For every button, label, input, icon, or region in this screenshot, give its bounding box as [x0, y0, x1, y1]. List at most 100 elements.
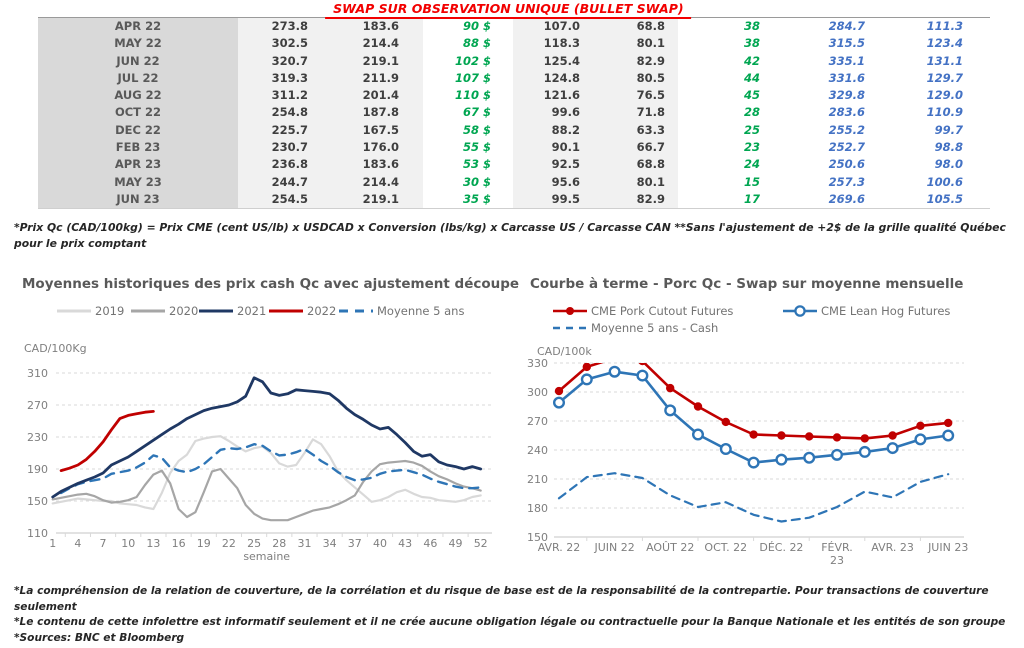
table-cell: 252.7 [828, 140, 865, 155]
table-cell: 66.7 [603, 139, 678, 157]
table-cell: 99.7 [934, 122, 963, 137]
svg-text:2022: 2022 [307, 304, 336, 318]
table-cell: 183.6 [333, 18, 423, 36]
table-cell: 82.9 [603, 52, 678, 70]
table-cell: 38 [743, 19, 760, 33]
table-cell: 269.6 [828, 191, 865, 206]
data-point-marker [721, 417, 730, 427]
table-row-month: DEC 22 [38, 121, 238, 140]
data-point-marker [580, 373, 593, 386]
svg-text:150: 150 [27, 495, 48, 508]
table-row-month: OCT 22 [38, 104, 238, 122]
table-cell: 219.1 [333, 52, 423, 70]
svg-text:Moyennes historiques des prix: Moyennes historiques des prix cash Qc av… [22, 276, 519, 292]
table-cell: 15 [743, 174, 760, 189]
table-cell: 214.4 [333, 35, 423, 53]
data-point-marker [749, 430, 758, 439]
table-cell: 99.6 [513, 104, 603, 122]
svg-text:7: 7 [100, 537, 107, 550]
data-point-marker [777, 431, 786, 440]
table-cell: 320.7 [238, 52, 333, 70]
legend-open-circle-marker [794, 305, 806, 317]
data-point-marker [666, 383, 675, 393]
table-cell: 118.3 [513, 35, 603, 53]
table-cell: 42 [743, 53, 760, 68]
svg-text:JUIN 22: JUIN 22 [593, 541, 634, 554]
table-row-month: MAY 23 [38, 173, 238, 191]
table-cell: 68.8 [603, 156, 678, 174]
table-cell: 273.8 [238, 18, 333, 36]
table-cell: 311.2 [238, 87, 333, 105]
table-cell: 28 [743, 105, 760, 120]
svg-text:31: 31 [297, 537, 311, 550]
svg-text:34: 34 [323, 537, 337, 550]
svg-text:Moyenne 5 ans: Moyenne 5 ans [377, 304, 464, 318]
table-cell: 211.9 [333, 69, 423, 88]
footnote-hedging: *La compréhension de la relation de couv… [14, 585, 989, 613]
svg-text:2020: 2020 [169, 304, 198, 318]
table-row-month: AUG 22 [38, 87, 238, 105]
table-cell: 76.5 [603, 87, 678, 105]
svg-text:CAD/100Kg: CAD/100Kg [24, 342, 87, 355]
svg-text:CME Lean Hog Futures: CME Lean Hog Futures [821, 304, 950, 318]
data-point-marker [858, 445, 871, 458]
table-cell: 254.8 [238, 104, 333, 122]
svg-text:43: 43 [398, 537, 412, 550]
series-2020-line [51, 459, 482, 522]
table-cell: 315.5 [828, 36, 865, 51]
table-cell: 111.3 [926, 19, 963, 33]
data-point-marker [888, 431, 897, 440]
svg-text:CAD/100k: CAD/100k [537, 345, 592, 358]
data-point-marker [554, 386, 564, 396]
table-row-month: MAY 22 [38, 35, 238, 53]
bottom-footnotes: *La compréhension de la relation de couv… [14, 584, 1024, 646]
svg-text:270: 270 [527, 415, 548, 428]
table-cell: 123.4 [926, 36, 963, 51]
table-cell: 250.6 [828, 157, 865, 172]
series-moyenne-5-ans-line [59, 442, 482, 495]
table-cell: 107.0 [513, 18, 603, 36]
svg-text:25: 25 [247, 537, 261, 550]
svg-text:DÉC. 22: DÉC. 22 [759, 541, 803, 554]
table-cell: 284.7 [828, 19, 865, 33]
series-2021-line [51, 376, 483, 499]
svg-text:2021: 2021 [237, 304, 266, 318]
svg-text:23: 23 [830, 554, 844, 567]
table-cell: 80.1 [603, 173, 678, 191]
data-point-marker [638, 363, 647, 366]
svg-text:CME Pork Cutout Futures: CME Pork Cutout Futures [591, 304, 733, 318]
svg-text:16: 16 [172, 537, 186, 550]
table-cell: 176.0 [333, 139, 423, 157]
table-cell: 201.4 [333, 87, 423, 105]
table-cell: 187.8 [333, 104, 423, 122]
data-point-marker [636, 369, 649, 382]
table-cell: 214.4 [333, 173, 423, 191]
table-cell: 236.8 [238, 156, 333, 174]
forward-curve-chart: Courbe à terme - Porc Qc - Swap sur moye… [527, 276, 968, 567]
table-cell: 35 $ [462, 191, 491, 206]
table-row-month: APR 23 [38, 156, 238, 174]
svg-text:270: 270 [27, 399, 48, 412]
svg-text:AVR. 23: AVR. 23 [871, 541, 914, 554]
table-cell: 302.5 [238, 35, 333, 53]
svg-text:13: 13 [146, 537, 160, 550]
table-cell: 254.5 [238, 190, 333, 209]
svg-text:19: 19 [197, 537, 211, 550]
table-cell: 219.1 [333, 190, 423, 209]
data-point-marker [693, 402, 703, 411]
svg-text:210: 210 [527, 473, 548, 486]
data-point-marker [664, 404, 677, 417]
svg-text:Courbe à terme - Porc Qc - Swa: Courbe à terme - Porc Qc - Swap sur moye… [530, 276, 963, 292]
table-cell: 331.6 [828, 70, 865, 85]
data-point-marker [582, 363, 591, 372]
table-cell: 17 [743, 191, 760, 206]
data-point-marker [608, 365, 621, 378]
table-cell: 124.8 [513, 69, 603, 88]
table-cell: 335.1 [828, 53, 865, 68]
table-cell: 167.5 [333, 121, 423, 140]
table-cell: 98.8 [934, 140, 963, 155]
table-cell: 25 [743, 122, 760, 137]
table-cell: 90 $ [462, 19, 491, 33]
table-cell: 125.4 [513, 52, 603, 70]
table-cell: 92.5 [513, 156, 603, 174]
